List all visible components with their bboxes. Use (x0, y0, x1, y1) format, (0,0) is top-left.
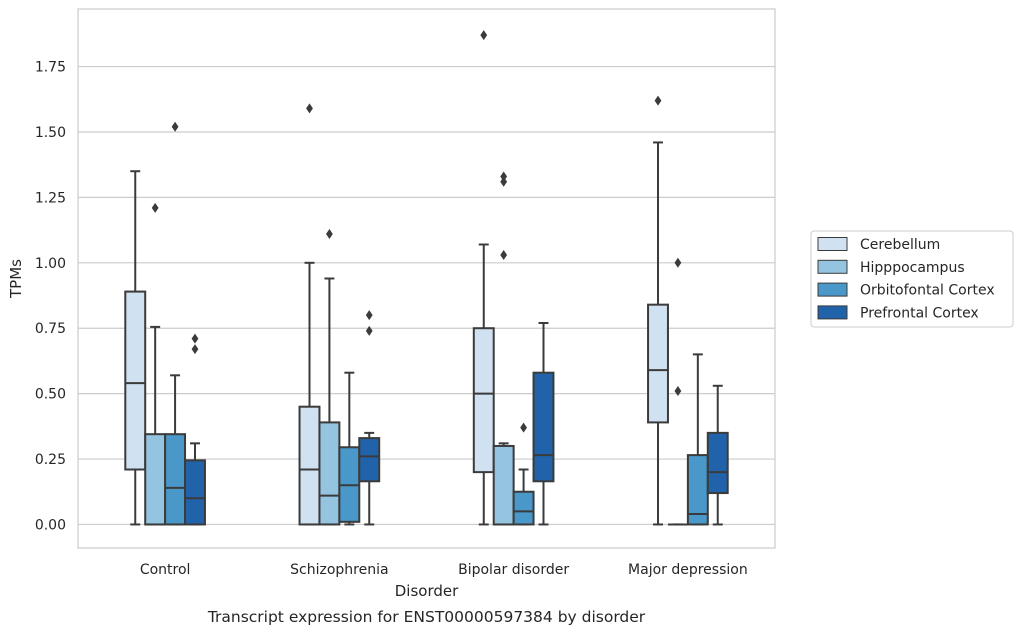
box-hipppocampus-0 (144, 202, 167, 526)
box-body (358, 437, 381, 483)
box-body (512, 490, 535, 526)
y-tick-label: 0.50 (35, 387, 66, 403)
y-axis-label: TPMs (7, 259, 25, 299)
y-tick-label: 1.75 (35, 60, 66, 76)
y-tick-labels: 0.00 0.25 0.50 0.75 1.00 1.25 1.50 1.75 (35, 60, 66, 534)
outlier-point (500, 176, 508, 187)
box-body (184, 459, 206, 526)
outlier-point (520, 422, 527, 433)
boxes-layer (124, 30, 729, 526)
box-body (532, 371, 555, 483)
box-body (706, 431, 729, 495)
y-tick-label: 1.50 (35, 125, 66, 141)
box-prefrontal-cortex-3 (706, 384, 729, 526)
outlier-point (326, 229, 333, 240)
outlier-point (674, 386, 682, 397)
x-tick-label: Major depression (628, 562, 748, 578)
box-orbitofontal-cortex-3 (686, 353, 709, 526)
y-tick-label: 0.25 (35, 452, 66, 468)
y-tick-label: 1.00 (35, 256, 66, 272)
outlier-point (171, 121, 179, 132)
chart-caption: Transcript expression for ENST0000059738… (207, 608, 646, 626)
box-body (164, 433, 187, 526)
outlier-point (191, 344, 199, 355)
legend-swatch (817, 305, 848, 320)
legend-label: Hipppocampus (860, 260, 965, 276)
outlier-point (191, 333, 199, 344)
box-body (647, 303, 669, 424)
box-orbitofontal-cortex-2 (512, 422, 535, 526)
x-tick-label: Schizophrenia (290, 562, 388, 578)
y-tick-label: 1.25 (35, 190, 66, 206)
outlier-point (674, 257, 682, 268)
legend-swatch (817, 259, 848, 274)
box-cerebellum-2 (472, 30, 495, 526)
box-prefrontal-cortex-2 (532, 321, 555, 526)
legend-label: Cerebellum (860, 237, 940, 253)
outlier-point (654, 95, 662, 106)
box-hipppocampus-3 (667, 257, 688, 526)
box-cerebellum-3 (647, 95, 669, 526)
x-axis-label: Disorder (395, 582, 459, 600)
legend-swatch (817, 282, 848, 297)
box-hipppocampus-1 (318, 229, 341, 526)
box-prefrontal-cortex-1 (358, 310, 381, 526)
box-body (492, 444, 515, 526)
box-cerebellum-1 (298, 103, 321, 526)
y-tick-label: 0.00 (35, 517, 66, 533)
x-tick-label: Bipolar disorder (458, 562, 569, 578)
box-body (298, 405, 321, 526)
box-body (124, 290, 147, 471)
legend-label: Prefrontal Cortex (860, 305, 979, 321)
outlier-point (365, 310, 373, 321)
x-tick-labels: Control Schizophrenia Bipolar disorder Majo… (140, 562, 748, 578)
outlier-point (480, 30, 488, 41)
box-body (472, 327, 495, 474)
box-hipppocampus-2 (492, 171, 515, 526)
y-tick-label: 0.75 (35, 321, 66, 337)
legend-label: Orbitofontal Cortex (860, 283, 995, 299)
outlier-point (306, 103, 313, 114)
box-prefrontal-cortex-0 (184, 333, 206, 526)
box-cerebellum-0 (124, 170, 147, 526)
legend-frame (810, 230, 1014, 328)
outlier-point (365, 325, 373, 336)
box-body (144, 433, 167, 526)
outlier-point (500, 171, 508, 182)
legend: Cerebellum Hipppocampus Orbitofontal Corte… (810, 230, 1014, 328)
x-tick-label: Control (140, 562, 191, 578)
legend-swatch (817, 237, 848, 251)
outlier-point (500, 249, 508, 260)
outlier-point (151, 202, 159, 213)
box-orbitofontal-cortex-0 (164, 121, 187, 526)
plot-frame (77, 8, 776, 549)
box-body (318, 421, 341, 526)
box-orbitofontal-cortex-1 (338, 371, 361, 526)
